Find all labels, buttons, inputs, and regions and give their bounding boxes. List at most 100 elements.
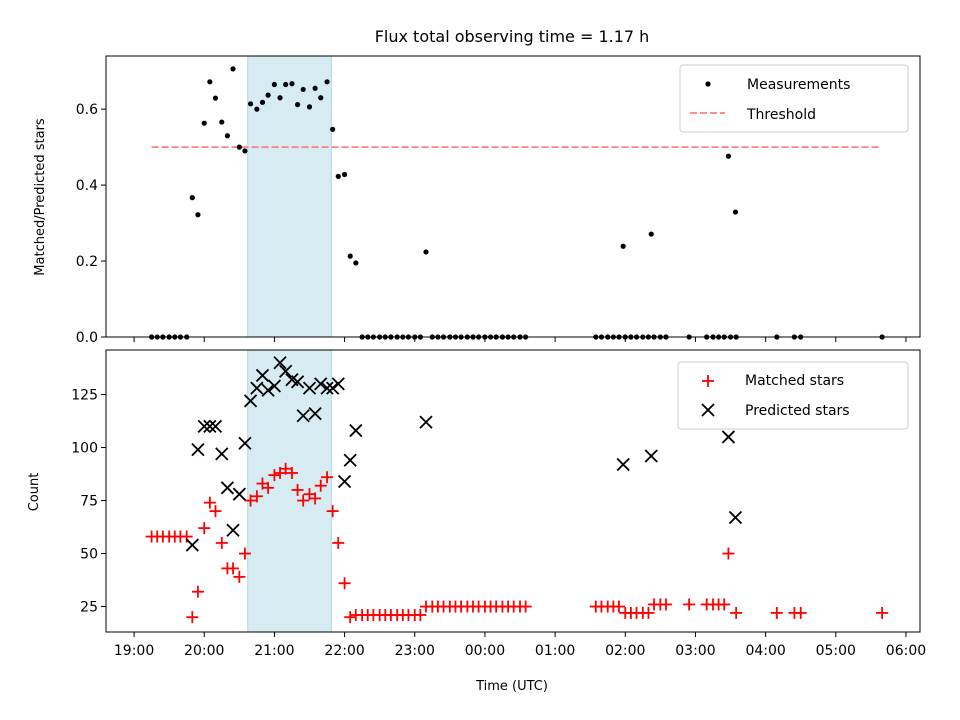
y-tick-label: 25 [80,600,98,616]
predicted-star-point [279,364,293,378]
x-tick-label: 02:00 [605,643,645,659]
predicted-star-point [337,474,352,489]
predicted-star-point [616,457,630,472]
predicted-star-point [267,379,282,393]
predicted-star-point [220,481,235,495]
matched-star-point [718,598,731,611]
y-tick-label: 100 [71,441,98,457]
matched-star-point [642,606,655,619]
x-tick-label: 03:00 [675,643,715,659]
x-tick-label: 21:00 [254,643,294,659]
matched-star-point [683,598,696,611]
predicted-star-point [191,443,205,457]
measurement-point [341,171,348,178]
measurement-point [259,99,266,105]
predicted-star-point [226,523,240,537]
bottom-legend: Matched stars Predicted stars [677,361,909,430]
measurement-point [189,195,195,201]
legend-predicted-marker [701,403,715,417]
predicted-star-point [343,453,357,467]
measurement-point [732,209,739,215]
x-axis-label: Time (UTC) [475,679,548,694]
matched-star-point [722,547,735,560]
predicted-star-point [250,381,264,395]
top-ylabel: Matched/Predicted stars [33,118,48,276]
matched-star-point [344,611,357,624]
y-tick-label: 125 [71,388,98,404]
measurement-point [423,249,429,255]
measurement-point [212,95,219,101]
y-tick-label: 0.6 [76,102,98,118]
measurement-point [289,81,295,87]
y-tick-label: 0.4 [76,178,98,194]
legend-matched-marker [702,375,714,387]
matched-star-point [321,471,334,484]
predicted-star-point [349,423,363,438]
predicted-star-point [261,383,275,397]
predicted-star-point [314,377,328,391]
legend-predicted-label: Predicted stars [745,403,850,419]
measurement-point [201,120,207,126]
matched-star-point [262,481,275,494]
matched-star-point [770,606,783,619]
predicted-star-point [238,436,252,450]
predicted-star-point [326,381,340,395]
matched-star-point [191,585,204,598]
y-tick-label: 50 [80,547,98,563]
y-tick-label: 0.0 [76,330,98,346]
matched-star-point [659,598,672,611]
matched-star-point [338,577,351,590]
measurement-point [294,102,301,108]
measurement-point [330,126,336,132]
x-tick-label: 19:00 [114,643,154,659]
measurement-point [230,66,236,72]
matched-star-point [314,479,327,492]
predicted-star-point [296,409,310,423]
measurement-point [236,144,242,150]
chart-title: Flux total observing time = 1.17 h [375,27,650,46]
predicted-star-point [302,381,317,395]
matched-star-point [297,494,310,507]
measurement-point [265,92,271,98]
x-tick-label: 06:00 [886,643,926,659]
measurement-point [648,231,654,237]
top-panel: 0.0 0.2 0.4 0.6 [76,55,921,346]
legend-threshold-label: Threshold [746,107,816,123]
measurement-point [725,153,732,159]
matched-star-point [215,536,228,549]
matched-star-point [238,547,251,560]
predicted-star-point [197,419,211,433]
predicted-star-point [185,538,199,552]
matched-star-point [279,462,292,475]
predicted-star-point [419,415,433,429]
matched-star-point [291,483,304,496]
legend-measurements-label: Measurements [747,77,850,93]
predicted-star-point [208,419,223,433]
measurement-point [271,81,278,88]
legend-measurements-marker [705,81,711,87]
matched-star-point [244,494,257,507]
x-tick-label: 20:00 [184,643,224,659]
predicted-star-point [644,449,658,463]
top-axes-frame [105,55,921,338]
x-tick-label: 04:00 [745,643,785,659]
x-tick-label: 01:00 [535,643,575,659]
predicted-star-point [320,381,334,395]
measurement-point [277,95,283,101]
matched-star-point [519,600,532,613]
measurement-point [324,79,330,85]
matched-star-point [250,490,263,503]
measurement-point [219,119,225,125]
matched-star-point [203,496,216,509]
measurement-point [620,243,626,249]
predicted-star-point [308,406,322,421]
matched-star-point [309,492,322,505]
legend-frame [677,361,909,430]
matched-star-point [326,505,339,518]
matched-star-point [612,600,625,613]
y-tick-label: 0.2 [76,254,98,270]
x-tick-label: 05:00 [816,643,856,659]
bottom-axes-frame [105,349,921,633]
measurement-point [247,101,254,107]
legend-matched-label: Matched stars [745,373,844,389]
